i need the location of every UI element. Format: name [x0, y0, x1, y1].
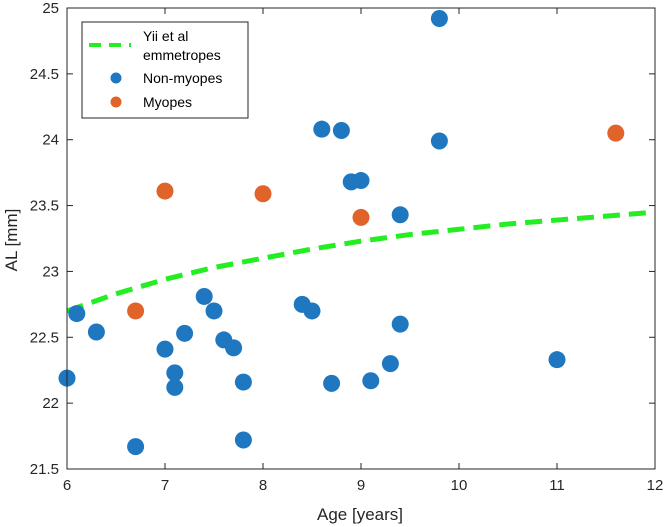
data-point-non-myopes: [381, 355, 399, 373]
data-point-non-myopes: [195, 287, 213, 305]
data-point-myopes: [352, 208, 370, 226]
data-point-non-myopes: [127, 438, 145, 456]
y-tick-label: 23.5: [30, 198, 59, 215]
x-tick-label: 9: [357, 477, 365, 494]
data-point-myopes: [254, 185, 272, 203]
data-point-myopes: [156, 182, 174, 200]
data-point-non-myopes: [234, 431, 252, 449]
data-point-non-myopes: [156, 340, 174, 358]
legend-label-myopes: Myopes: [143, 94, 192, 110]
y-tick-label: 21.5: [30, 461, 59, 478]
data-point-non-myopes: [68, 305, 86, 323]
data-point-non-myopes: [323, 374, 341, 392]
data-point-non-myopes: [166, 378, 184, 396]
data-point-non-myopes: [391, 206, 409, 224]
x-axis-title: Age [years]: [317, 505, 403, 524]
legend-box: [81, 21, 249, 119]
x-tick-label: 8: [259, 477, 267, 494]
legend: Yii et al emmetropes Non-myopes Myopes: [81, 21, 249, 119]
series-line-yii-emmetropes: [66, 209, 656, 314]
y-tick-label: 25: [42, 0, 59, 17]
data-point-non-myopes: [352, 172, 370, 190]
data-point-non-myopes: [225, 339, 243, 357]
axes: 6 7 8 9 10 11 12 21.5 22 22.5 23 23.5 24 24.5 25: [30, 0, 664, 494]
y-tick-label: 24: [42, 132, 59, 149]
y-tick-label: 23: [42, 263, 59, 280]
x-tick-label: 12: [647, 477, 664, 494]
data-point-non-myopes: [234, 373, 252, 391]
y-tick-label: 22.5: [30, 329, 59, 346]
data-point-non-myopes: [430, 132, 448, 150]
data-point-non-myopes: [313, 120, 331, 138]
legend-label-yii-line2: emmetropes: [143, 47, 221, 63]
data-point-non-myopes: [391, 315, 409, 333]
data-point-non-myopes: [303, 302, 321, 320]
data-point-non-myopes: [430, 10, 448, 28]
data-point-non-myopes: [362, 372, 380, 390]
x-tick-label: 6: [63, 477, 71, 494]
y-axis-title: AL [mm]: [2, 209, 21, 272]
y-tick-label: 24.5: [30, 66, 59, 83]
legend-label-non-myopes: Non-myopes: [143, 70, 222, 86]
data-point-myopes: [127, 302, 145, 320]
data-point-non-myopes: [176, 324, 194, 342]
legend-marker-myopes: [110, 96, 122, 108]
y-tick-label: 22: [42, 395, 59, 412]
data-point-non-myopes: [548, 351, 566, 369]
legend-marker-non-myopes: [110, 72, 122, 84]
data-point-non-myopes: [332, 121, 350, 139]
legend-label-yii-line1: Yii et al: [143, 28, 188, 44]
plot-area: [58, 10, 656, 456]
data-point-myopes: [607, 124, 625, 142]
data-point-non-myopes: [87, 323, 105, 341]
data-point-non-myopes: [166, 364, 184, 382]
x-tick-label: 11: [549, 477, 565, 494]
data-point-non-myopes: [205, 302, 223, 320]
x-tick-label: 7: [161, 477, 169, 494]
x-tick-label: 10: [451, 477, 468, 494]
